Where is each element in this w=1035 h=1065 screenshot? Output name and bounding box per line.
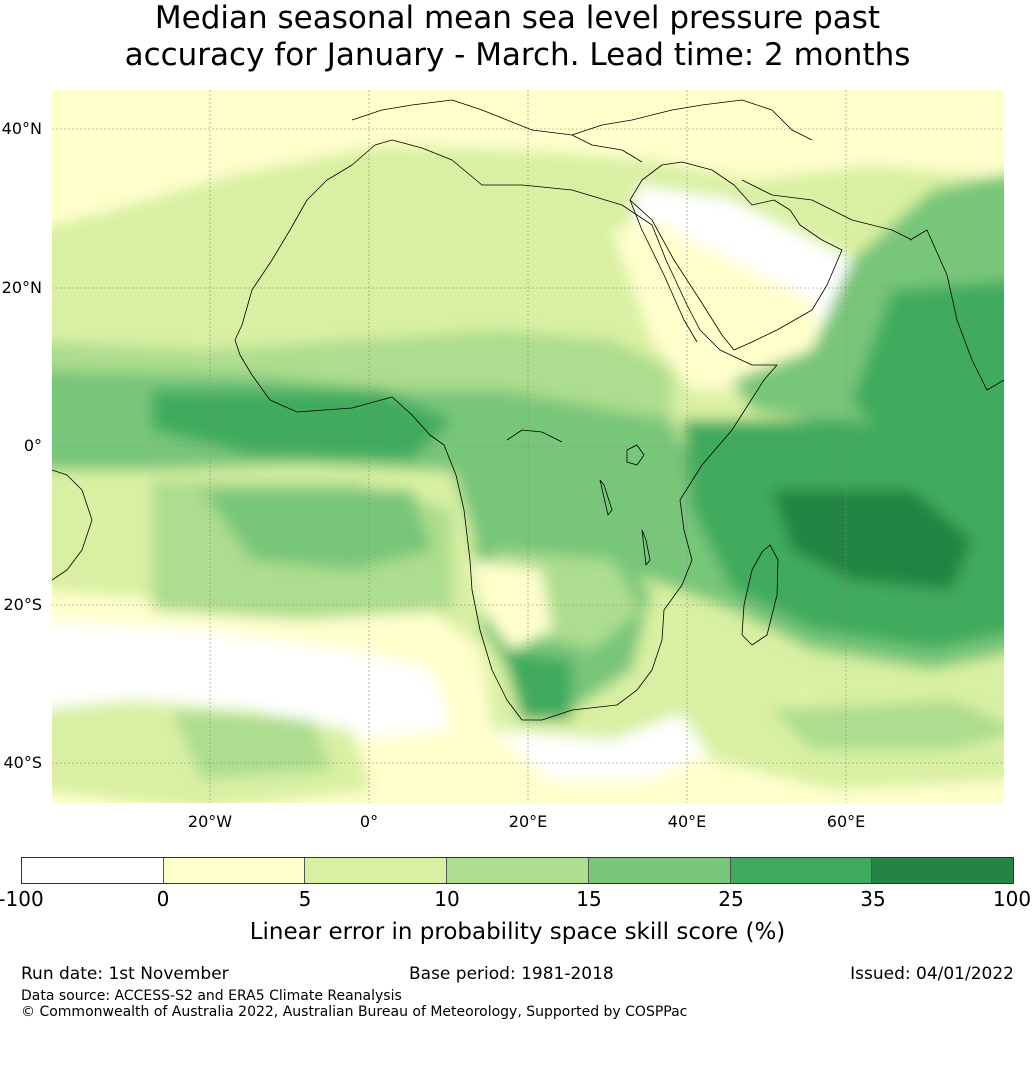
colorbar-segment xyxy=(22,858,164,883)
lon-label-20e: 20°E xyxy=(508,812,548,831)
run-date: Run date: 1st November xyxy=(21,964,229,984)
colorbar-tick: 0 xyxy=(156,887,170,911)
colorbar-tick: 35 xyxy=(860,887,886,911)
lat-label-20n: 20°N xyxy=(1,278,42,297)
colorbar-segment xyxy=(447,858,589,883)
colorbar-segment xyxy=(305,858,448,883)
colorbar-segment xyxy=(588,858,731,883)
lat-label-0: 0° xyxy=(23,436,42,455)
graticule xyxy=(52,90,1004,803)
map-canvas xyxy=(52,90,1004,803)
lon-label-20w: 20°W xyxy=(187,812,233,831)
lon-label-40e: 40°E xyxy=(667,812,707,831)
skill-score-map xyxy=(52,90,1004,803)
lat-label-20s: 20°S xyxy=(3,595,42,614)
colorbar-segment xyxy=(872,858,1014,883)
colorbar-tick: 15 xyxy=(576,887,602,911)
colorbar-tick: 5 xyxy=(298,887,312,911)
colorbar-tick: 25 xyxy=(718,887,744,911)
colorbar-label: Linear error in probability space skill … xyxy=(249,919,786,945)
base-period: Base period: 1981-2018 xyxy=(409,964,614,984)
colorbar-tick: 100 xyxy=(992,887,1032,911)
colorbar-segment xyxy=(163,858,306,883)
colorbar-tick: -100 xyxy=(0,887,44,911)
skill-field xyxy=(52,90,1004,803)
issued-date: Issued: 04/01/2022 xyxy=(850,964,1014,984)
title-line-1: Median seasonal mean sea level pressure … xyxy=(154,0,881,36)
lon-label-0: 0° xyxy=(359,812,379,831)
data-source: Data source: ACCESS-S2 and ERA5 Climate … xyxy=(21,988,402,1004)
lon-label-60e: 60°E xyxy=(826,812,866,831)
title-line-2: accuracy for January - March. Lead time:… xyxy=(124,37,911,73)
colorbar-tick: 10 xyxy=(434,887,460,911)
lat-label-40n: 40°N xyxy=(1,119,42,138)
coastlines xyxy=(52,99,1004,721)
copyright: © Commonwealth of Australia 2022, Austra… xyxy=(21,1004,688,1020)
lat-label-40s: 40°S xyxy=(3,753,42,772)
colorbar-segment xyxy=(730,858,873,883)
map-title: Median seasonal mean sea level pressure … xyxy=(0,0,1035,74)
colorbar xyxy=(21,857,1014,884)
